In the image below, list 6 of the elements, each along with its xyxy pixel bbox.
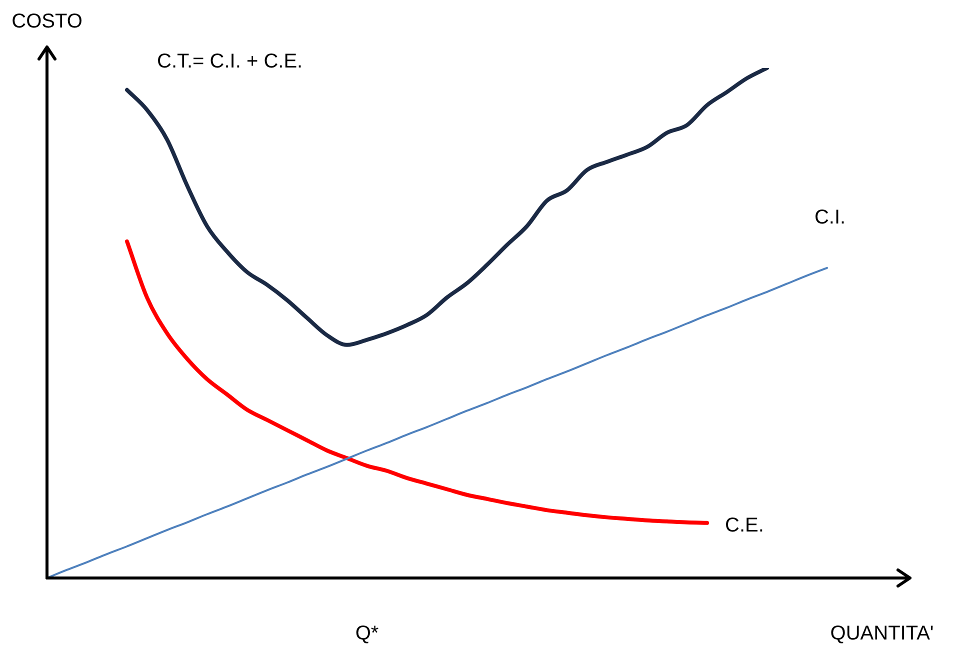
- series-label: C.E.: [725, 514, 764, 536]
- x-axis-title: QUANTITA': [830, 622, 934, 645]
- y-axis-title: COSTO: [12, 10, 82, 33]
- series-label: C.T.= C.I. + C.E.: [157, 50, 303, 72]
- text: C.I.: [814, 206, 846, 228]
- text: Q*: [355, 622, 379, 645]
